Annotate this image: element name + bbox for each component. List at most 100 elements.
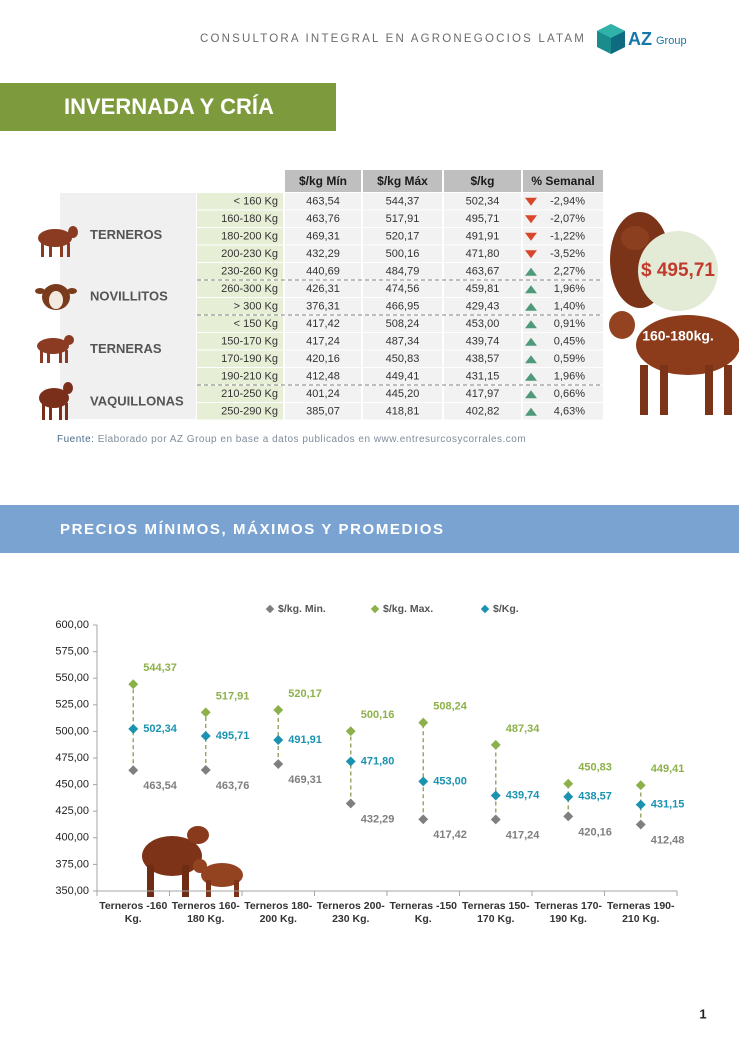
range-cell xyxy=(197,368,283,385)
group-label: TERNEROS xyxy=(90,227,163,242)
x-tick-label: Kg. xyxy=(415,913,432,925)
weekly-change: 1,96% xyxy=(554,371,585,383)
cow-icon xyxy=(38,226,78,257)
data-label: 432,29 xyxy=(361,813,395,825)
weight-range: < 160 Kg xyxy=(234,196,278,208)
price: 459,81 xyxy=(466,283,500,295)
trend-up-arrow xyxy=(525,390,537,399)
weekly-change: 0,59% xyxy=(554,353,585,365)
weekly-change: 1,40% xyxy=(554,301,585,313)
price: 466,95 xyxy=(386,301,420,313)
data-cell xyxy=(363,280,442,297)
data-point xyxy=(345,756,356,767)
x-tick-label: 230 Kg. xyxy=(332,913,369,925)
weight-range: 230-260 Kg xyxy=(221,266,278,278)
range-cell xyxy=(197,228,283,245)
weekly-change: -3,52% xyxy=(550,248,585,260)
data-label: 502,34 xyxy=(143,723,178,735)
range-cell xyxy=(197,333,283,350)
data-cell xyxy=(523,315,603,332)
price: 376,31 xyxy=(306,301,340,313)
data-cell xyxy=(523,280,603,297)
x-tick-label: 190 Kg. xyxy=(550,913,587,925)
data-cell xyxy=(523,385,603,402)
badge-price: $ 495,71 xyxy=(641,260,715,281)
page-number: 1 xyxy=(699,1006,706,1021)
data-point xyxy=(490,814,501,825)
x-tick-label: Terneros 200- xyxy=(317,900,386,912)
legend-marker xyxy=(265,604,275,614)
y-tick-label: 575,00 xyxy=(55,646,89,658)
range-cell xyxy=(197,385,283,402)
data-label: 508,24 xyxy=(433,701,468,713)
weekly-change: -2,07% xyxy=(550,213,585,225)
data-label: 450,83 xyxy=(578,762,612,774)
price: 453,00 xyxy=(466,318,500,330)
price: 420,16 xyxy=(306,353,340,365)
data-cell xyxy=(285,333,361,350)
trend-down-arrow xyxy=(525,232,537,241)
data-cell xyxy=(523,403,603,420)
weight-range: 160-180 Kg xyxy=(221,213,278,225)
price: 491,91 xyxy=(466,231,500,243)
data-label: 449,41 xyxy=(651,763,685,775)
section-banner xyxy=(0,83,336,131)
y-tick-label: 400,00 xyxy=(55,832,89,844)
data-cell xyxy=(363,298,442,315)
price: 445,20 xyxy=(386,388,420,400)
data-label: 438,57 xyxy=(578,791,612,803)
data-point xyxy=(128,723,139,734)
table-header: % Semanal xyxy=(531,174,594,188)
price: 417,97 xyxy=(466,388,500,400)
data-label: 495,71 xyxy=(216,730,250,742)
trend-down-arrow xyxy=(525,215,537,224)
data-point xyxy=(128,679,139,690)
price: 385,07 xyxy=(306,406,340,418)
data-cell xyxy=(444,315,521,332)
weight-range: 170-190 Kg xyxy=(221,353,278,365)
trend-up-arrow xyxy=(525,285,537,294)
logo-mark-side xyxy=(611,31,625,54)
data-label: 453,00 xyxy=(433,775,467,787)
price: 474,56 xyxy=(386,283,420,295)
data-cell xyxy=(285,403,361,420)
y-tick-label: 450,00 xyxy=(55,779,89,791)
price: 517,91 xyxy=(386,213,420,225)
trend-up-arrow xyxy=(525,372,537,381)
price: 426,31 xyxy=(306,283,340,295)
data-cell xyxy=(363,263,442,280)
data-cell xyxy=(523,368,603,385)
weekly-change: 0,91% xyxy=(554,318,585,330)
price: 495,71 xyxy=(466,213,500,225)
x-tick-label: Terneras 190- xyxy=(607,900,675,912)
y-tick-label: 550,00 xyxy=(55,672,89,684)
weight-range: 190-210 Kg xyxy=(221,371,278,383)
data-cell xyxy=(444,333,521,350)
price: 500,16 xyxy=(386,248,420,260)
weekly-change: -2,94% xyxy=(550,196,585,208)
range-cell xyxy=(197,280,283,297)
data-cell xyxy=(523,298,603,315)
cow-icon xyxy=(35,284,77,310)
data-point xyxy=(345,798,356,809)
x-tick-label: Terneros 160- xyxy=(172,900,241,912)
data-label: 500,16 xyxy=(361,709,395,721)
data-label: 469,31 xyxy=(288,774,322,786)
trend-down-arrow xyxy=(525,197,537,206)
data-point xyxy=(200,765,211,775)
price: 544,37 xyxy=(386,196,420,208)
range-cell xyxy=(197,315,283,332)
section-title: INVERNADA Y CRÍA xyxy=(64,94,274,119)
price: 412,48 xyxy=(306,371,340,383)
cow-icon xyxy=(37,335,74,363)
section-title: PRECIOS MÍNIMOS, MÁXIMOS Y PROMEDIOS xyxy=(60,521,445,538)
table-header: $/kg Mín xyxy=(299,174,347,188)
trend-up-arrow xyxy=(525,267,537,276)
logo-sub: Group xyxy=(656,35,687,47)
data-point xyxy=(563,778,574,789)
weekly-change: -1,22% xyxy=(550,231,585,243)
weekly-change: 1,96% xyxy=(554,283,585,295)
group-label: TERNERAS xyxy=(90,341,162,356)
data-cell xyxy=(285,245,361,262)
